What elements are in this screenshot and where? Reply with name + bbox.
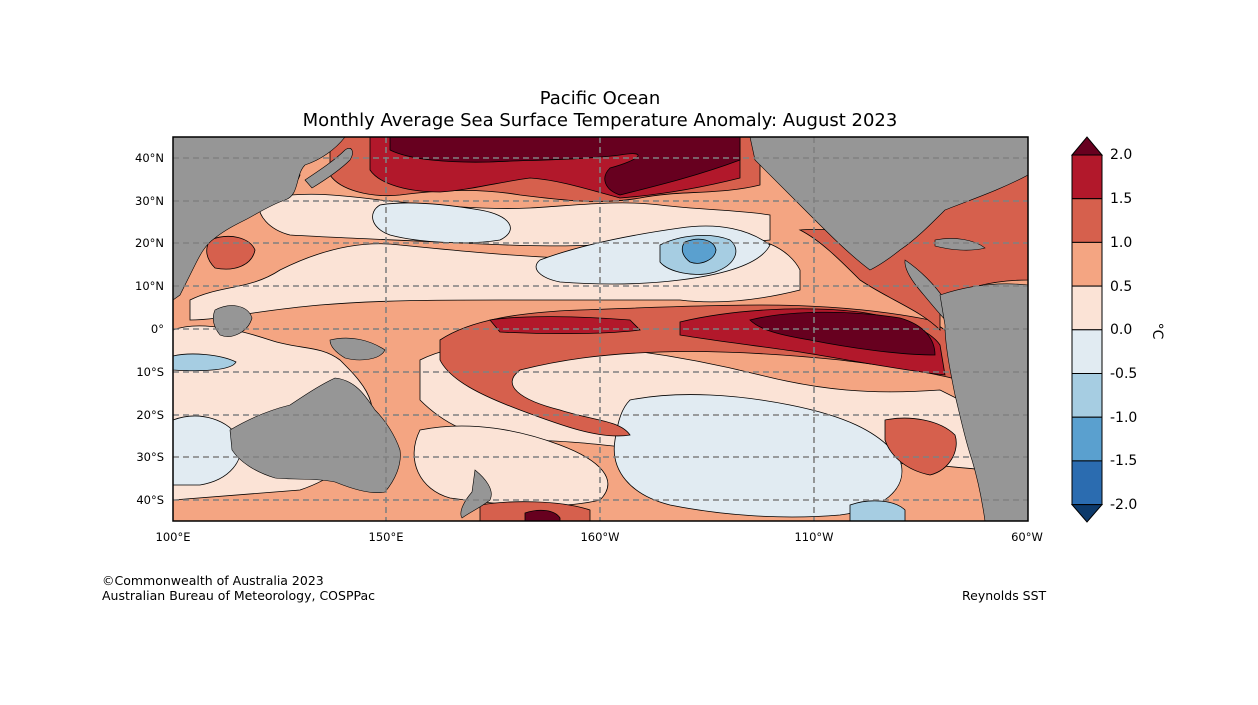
land-australia [229,377,401,493]
lon-label: 150°E [369,530,404,544]
anomaly-field [173,137,1028,521]
land-asia [173,137,346,301]
lon-label: 100°E [156,530,191,544]
data-source-credit: Reynolds SST [962,588,1047,603]
colorbar-tick: -1.5 [1110,453,1137,469]
lat-label: 0° [151,322,164,336]
colorbar-band [1071,416,1103,462]
colorbar-extend-bottom [1070,504,1104,523]
lat-label: 40°S [136,493,164,507]
colorbar-band [1071,241,1103,287]
colorbar [1070,136,1104,523]
colorbar-tick: -0.5 [1110,366,1137,382]
land-new-zealand [460,469,492,519]
colorbar-tick: 0.5 [1110,279,1132,295]
colorbar-tick: 0.0 [1110,322,1132,338]
land-north-america [749,137,1028,271]
figure-subtitle: Monthly Average Sea Surface Temperature … [302,110,898,131]
anomaly-band-neg00-05-c [372,202,511,244]
graticule [173,137,1028,521]
anomaly-band-gt20-east [749,311,936,356]
anomaly-band-10-15-japan-sea [206,236,256,270]
land-borneo [212,305,253,337]
colorbar-band [1071,285,1103,331]
longitude-labels: 100°E 150°E 160°W 110°W 60°W [156,530,1043,544]
colorbar-tick: 1.0 [1110,235,1132,251]
colorbar-band [1071,154,1103,200]
colorbar-ticks: 2.0 1.5 1.0 0.5 0.0 -0.5 -1.0 -1.5 -2.0 [1110,147,1137,513]
land-cuba [934,238,986,251]
anomaly-band-15-20-equatorial [489,316,641,335]
land-south-america [939,283,1028,521]
colorbar-band [1071,460,1103,506]
land-japan [304,148,353,189]
colorbar-tick: 2.0 [1110,147,1132,163]
organisation-line: Australian Bureau of Meteorology, COSPPa… [102,588,375,603]
anomaly-band-gt20-north [389,137,741,196]
latitude-labels: 40°N 30°N 20°N 10°N 0° 10°S 20°S 30°S 40… [135,151,164,507]
colorbar-tick: -2.0 [1110,497,1137,513]
lat-label: 10°S [136,365,164,379]
lat-label: 20°S [136,408,164,422]
lon-label: 160°W [580,530,619,544]
anomaly-band-neg05-10-c [849,500,906,521]
land [173,137,1028,521]
colorbar-band [1071,373,1103,418]
anomaly-band-neg10-15-a [681,238,717,264]
colorbar-band [1071,198,1103,243]
anomaly-band-neg05-10-b [173,353,237,372]
anomaly-band-neg00-05-b [613,394,903,518]
colorbar-band [1071,329,1103,374]
map-frame [172,136,1029,522]
copyright-credit: ©Commonwealth of Australia 2023 Australi… [102,573,375,603]
copyright-line: ©Commonwealth of Australia 2023 [102,573,324,588]
lat-label: 10°N [135,279,164,293]
lon-label: 60°W [1011,530,1043,544]
colorbar-unit-label: °C [1149,323,1165,340]
colorbar-extend-top [1070,136,1104,156]
figure-title: Pacific Ocean [539,88,661,109]
lat-label: 30°S [136,450,164,464]
land-new-guinea [329,337,386,361]
colorbar-tick: 1.5 [1110,191,1132,207]
anomaly-band-10-15-se-pacific [884,417,957,476]
lat-label: 40°N [135,151,164,165]
lat-label: 20°N [135,236,164,250]
colorbar-tick: -1.0 [1110,410,1137,426]
lat-label: 30°N [135,194,164,208]
lon-label: 110°W [794,530,833,544]
